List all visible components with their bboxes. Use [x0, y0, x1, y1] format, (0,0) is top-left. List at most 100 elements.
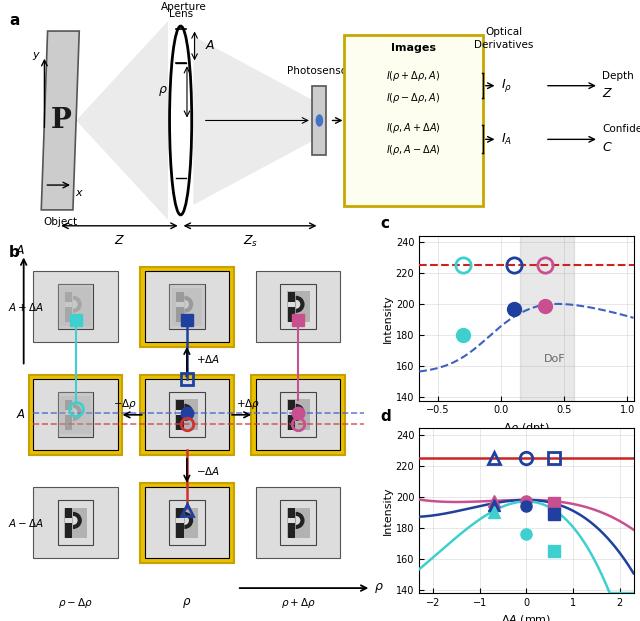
Bar — [177, 400, 184, 430]
Text: d: d — [381, 409, 391, 424]
Text: Optical
Derivatives: Optical Derivatives — [474, 27, 534, 50]
Text: $\rho$: $\rho$ — [182, 596, 191, 610]
Bar — [140, 267, 234, 347]
Text: $-\Delta A$: $-\Delta A$ — [196, 465, 221, 477]
Wedge shape — [184, 296, 193, 313]
Text: DoF: DoF — [543, 355, 565, 365]
Text: $Z$: $Z$ — [602, 87, 613, 99]
Text: Images: Images — [391, 43, 436, 53]
Bar — [288, 292, 295, 322]
Bar — [169, 284, 205, 329]
Wedge shape — [296, 408, 300, 417]
Wedge shape — [73, 516, 77, 525]
Bar — [145, 379, 229, 450]
Bar — [33, 487, 118, 558]
Bar — [65, 400, 72, 430]
Wedge shape — [73, 404, 82, 421]
Bar — [177, 410, 184, 415]
Wedge shape — [296, 516, 300, 525]
Bar — [288, 400, 295, 430]
Text: Confidence: Confidence — [602, 124, 640, 134]
Bar — [64, 507, 87, 538]
Ellipse shape — [170, 26, 192, 215]
Wedge shape — [184, 512, 193, 529]
Bar — [169, 392, 205, 437]
Bar — [58, 392, 93, 437]
Text: $I_A$: $I_A$ — [500, 132, 512, 147]
Bar — [145, 271, 229, 342]
Wedge shape — [73, 296, 82, 313]
Bar — [58, 284, 93, 329]
Bar — [280, 284, 316, 329]
Bar — [256, 487, 340, 558]
Bar — [58, 284, 93, 329]
Wedge shape — [73, 300, 77, 309]
Bar — [288, 508, 295, 538]
Polygon shape — [41, 31, 79, 210]
Text: $-\Delta\rho$: $-\Delta\rho$ — [113, 397, 138, 410]
Bar — [256, 379, 340, 450]
Text: $\rho$: $\rho$ — [158, 84, 168, 97]
Bar — [169, 501, 205, 545]
Bar — [288, 410, 295, 415]
Bar — [65, 292, 72, 322]
Wedge shape — [73, 512, 82, 529]
Text: $y$: $y$ — [33, 50, 42, 62]
Bar — [287, 291, 310, 322]
Bar — [58, 501, 93, 545]
Text: $x$: $x$ — [75, 188, 84, 197]
Bar — [288, 302, 295, 307]
Bar — [33, 271, 118, 342]
Bar — [177, 518, 184, 523]
Bar — [140, 483, 234, 563]
Wedge shape — [73, 408, 77, 417]
Bar — [177, 292, 184, 322]
Text: P: P — [51, 107, 71, 134]
Bar — [60, 287, 92, 327]
Text: $Z_s$: $Z_s$ — [243, 233, 258, 249]
Bar — [29, 375, 122, 455]
Text: $I(\rho + \Delta\rho, A)$: $I(\rho + \Delta\rho, A)$ — [387, 69, 440, 83]
Wedge shape — [296, 512, 305, 529]
Text: $\rho+\Delta\rho$: $\rho+\Delta\rho$ — [281, 596, 316, 610]
Bar — [65, 410, 72, 415]
Y-axis label: Intensity: Intensity — [383, 294, 393, 343]
Text: $I$: $I$ — [184, 368, 189, 380]
Bar — [256, 271, 340, 342]
Bar — [65, 508, 72, 538]
Text: Depth: Depth — [602, 71, 634, 81]
Text: c: c — [381, 216, 390, 231]
Bar — [65, 518, 72, 523]
Text: Lens: Lens — [168, 9, 193, 19]
Text: $A+\Delta A$: $A+\Delta A$ — [8, 301, 44, 313]
Text: a: a — [10, 13, 20, 28]
Polygon shape — [312, 86, 326, 155]
Bar — [175, 399, 198, 430]
Text: $A$: $A$ — [15, 245, 25, 257]
Wedge shape — [184, 516, 189, 525]
Text: b: b — [8, 245, 19, 260]
Bar — [60, 396, 91, 434]
Bar — [65, 302, 72, 307]
Text: $A$: $A$ — [16, 409, 26, 421]
Bar — [287, 507, 310, 538]
Text: $Z$: $Z$ — [114, 233, 125, 247]
Bar — [169, 284, 205, 329]
Text: Photosensor: Photosensor — [287, 66, 351, 76]
Polygon shape — [193, 36, 314, 205]
Wedge shape — [184, 404, 193, 421]
Bar — [520, 236, 574, 401]
Bar — [145, 487, 229, 558]
Bar — [175, 507, 198, 538]
Bar — [172, 288, 202, 326]
Text: $A$: $A$ — [205, 40, 215, 52]
Bar — [58, 392, 93, 437]
Bar — [177, 508, 184, 538]
Bar — [287, 399, 310, 430]
Wedge shape — [184, 300, 189, 309]
Text: $I(\rho, A + \Delta A)$: $I(\rho, A + \Delta A)$ — [386, 121, 441, 135]
Text: $A-\Delta A$: $A-\Delta A$ — [8, 517, 44, 529]
Wedge shape — [296, 296, 305, 313]
Text: Object: Object — [43, 217, 77, 227]
Y-axis label: Intensity: Intensity — [383, 486, 393, 535]
